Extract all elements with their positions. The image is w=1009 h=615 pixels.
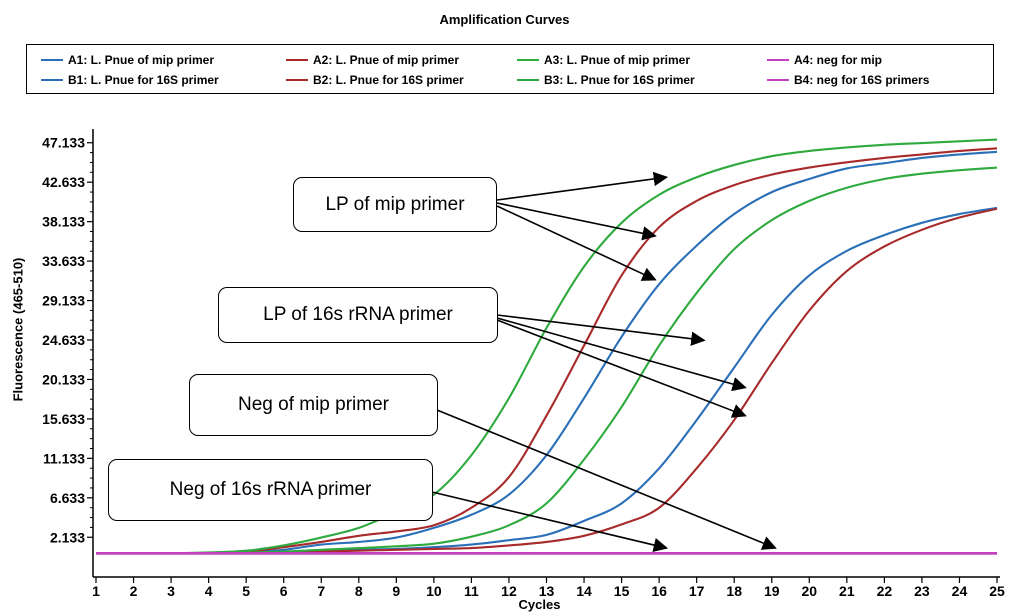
annotation-arrow xyxy=(496,202,657,241)
legend-swatch-a1 xyxy=(41,59,63,61)
x-tick-label: 11 xyxy=(464,583,479,599)
x-tick-label: 14 xyxy=(576,583,592,599)
y-axis-label: Fluorescence (465-510) xyxy=(10,257,26,402)
callout-neg-16s: Neg of 16s rRNA primer xyxy=(108,459,433,521)
x-tick-label: 5 xyxy=(242,583,250,599)
x-tick-label: 3 xyxy=(167,583,175,599)
legend-label-b3: B3: L. Pnue for 16S primer xyxy=(544,73,695,87)
x-tick-label: 7 xyxy=(317,583,325,599)
legend-swatch-b2 xyxy=(286,79,308,81)
x-tick-label: 22 xyxy=(877,583,893,599)
x-tick-label: 2 xyxy=(130,583,138,599)
callout-lp-mip: LP of mip primer xyxy=(293,177,497,232)
legend-label-a2: A2: L. Pnue of mip primer xyxy=(313,53,460,67)
annotation-arrow xyxy=(431,491,669,553)
legend-swatch-b1 xyxy=(41,79,63,81)
annotation-arrow xyxy=(496,319,747,418)
x-tick-label: 13 xyxy=(539,583,555,599)
x-tick-label: 19 xyxy=(764,583,780,599)
x-tick-label: 10 xyxy=(426,583,442,599)
y-tick-label: 15.633 xyxy=(42,411,85,427)
y-tick-label: 33.633 xyxy=(42,253,85,269)
legend-label-a4: A4: neg for mip xyxy=(794,53,883,67)
x-tick-label: 16 xyxy=(651,583,667,599)
x-tick-label: 9 xyxy=(392,583,400,599)
legend-swatch-b4 xyxy=(767,79,789,81)
x-tick-label: 18 xyxy=(726,583,742,599)
legend-swatch-a3 xyxy=(517,59,539,61)
y-tick-label: 24.633 xyxy=(42,332,85,348)
legend-label-b2: B2: L. Pnue for 16S primer xyxy=(313,73,464,87)
y-tick-label: 6.633 xyxy=(50,490,85,506)
legend-swatch-a4 xyxy=(767,59,789,61)
x-tick-label: 6 xyxy=(280,583,288,599)
x-tick-label: 12 xyxy=(501,583,517,599)
callout-lp-16s: LP of 16s rRNA primer xyxy=(218,287,498,343)
x-tick-label: 25 xyxy=(989,583,1005,599)
y-tick-label: 38.133 xyxy=(42,214,85,230)
x-tick-label: 24 xyxy=(952,583,968,599)
legend-label-b1: B1: L. Pnue for 16S primer xyxy=(68,73,219,87)
legend-label-a3: A3: L. Pnue of mip primer xyxy=(544,53,691,67)
x-tick-label: 1 xyxy=(92,583,100,599)
y-tick-label: 20.133 xyxy=(42,371,85,387)
y-tick-label: 29.133 xyxy=(42,293,85,309)
legend-label-a1: A1: L. Pnue of mip primer xyxy=(68,53,215,67)
legend-item-b2: B2: L. Pnue for 16S primer xyxy=(286,72,464,88)
x-tick-label: 4 xyxy=(205,583,213,599)
legend-item-a4: A4: neg for mip xyxy=(767,52,882,68)
chart-legend: A1: L. Pnue of mip primer A2: L. Pnue of… xyxy=(26,44,994,94)
legend-item-a3: A3: L. Pnue of mip primer xyxy=(517,52,690,68)
legend-swatch-a2 xyxy=(286,59,308,61)
x-tick-label: 21 xyxy=(839,583,855,599)
annotation-arrow xyxy=(436,409,777,550)
x-tick-label: 15 xyxy=(614,583,630,599)
series-line-a3 xyxy=(96,138,998,555)
legend-swatch-b3 xyxy=(517,79,539,81)
y-tick-label: 2.133 xyxy=(50,529,85,545)
annotation-arrow xyxy=(496,317,747,392)
legend-item-b1: B1: L. Pnue for 16S primer xyxy=(41,72,219,88)
callout-neg-mip: Neg of mip primer xyxy=(189,374,438,436)
y-tick-label: 47.133 xyxy=(42,135,85,151)
annotation-arrow xyxy=(496,171,669,201)
x-tick-label: 17 xyxy=(689,583,705,599)
legend-item-b4: B4: neg for 16S primers xyxy=(767,72,929,88)
x-tick-label: 23 xyxy=(914,583,930,599)
legend-label-b4: B4: neg for 16S primers xyxy=(794,73,930,87)
x-axis-label: Cycles xyxy=(518,597,561,612)
legend-item-a1: A1: L. Pnue of mip primer xyxy=(41,52,214,68)
annotation-arrow xyxy=(496,205,657,281)
y-tick-label: 11.133 xyxy=(43,450,85,466)
x-tick-label: 8 xyxy=(355,583,363,599)
x-tick-label: 20 xyxy=(802,583,818,599)
chart-title: Amplification Curves xyxy=(439,12,570,27)
legend-item-a2: A2: L. Pnue of mip primer xyxy=(286,52,459,68)
y-tick-label: 42.633 xyxy=(42,174,85,190)
legend-item-b3: B3: L. Pnue for 16S primer xyxy=(517,72,695,88)
annotation-arrow xyxy=(496,314,706,346)
